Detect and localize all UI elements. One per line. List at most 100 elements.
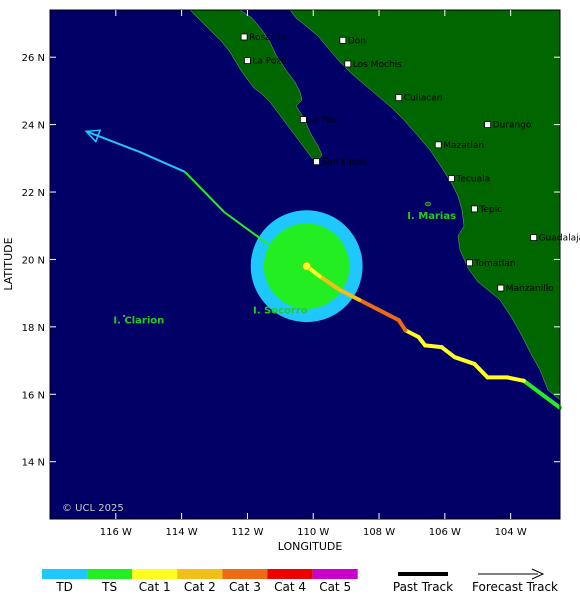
- city-square-icon: [471, 205, 478, 213]
- lat-tick-label: 18 N: [22, 323, 45, 334]
- storm-center-marker: [302, 261, 311, 271]
- city-marker: San Lucas: [313, 158, 368, 168]
- lon-tick-label: 106 W: [429, 527, 461, 538]
- city-marker: La Paz: [299, 116, 337, 126]
- past-track-legend: Past Track: [393, 572, 453, 594]
- city-square-icon: [313, 158, 320, 166]
- city-label: Los Mochis: [353, 60, 402, 70]
- lat-tick-label: 24 N: [22, 121, 45, 132]
- credit-text: © UCL 2025: [62, 503, 124, 514]
- past-track-segment: [521, 378, 562, 410]
- city-square-icon: [434, 141, 442, 149]
- legend-label: Cat 2: [184, 580, 216, 594]
- past-track-segment: [452, 355, 477, 366]
- city-label: Guadalajara: [539, 234, 580, 244]
- city-marker: Tecuala: [448, 175, 490, 185]
- city-label: Culiacan: [404, 94, 443, 104]
- forecast-track-segment: [269, 245, 308, 268]
- city-marker: Guadalajara: [530, 234, 580, 244]
- city-square-icon: [395, 94, 403, 102]
- y-axis-title: LATITUDE: [2, 237, 15, 290]
- forecast-track-segment: [223, 211, 272, 247]
- city-marker: Durango: [484, 121, 532, 131]
- city-square-icon: [530, 234, 538, 241]
- forecast-track-segment: [184, 171, 226, 213]
- city-marker: Culiacan: [395, 94, 443, 104]
- clarion-island-land: [123, 315, 125, 317]
- city-label: Mazatlan: [443, 141, 484, 151]
- x-axis-title: LONGITUDE: [278, 540, 343, 553]
- legend-swatch: [87, 569, 133, 579]
- past-track-segment: [396, 318, 408, 333]
- forecast-track-label: Forecast Track: [472, 580, 558, 594]
- city-label: Tecuala: [455, 175, 490, 185]
- forecast-arrow-head: [84, 129, 102, 143]
- city-square-icon: [344, 60, 352, 68]
- forecast-track-segment: [85, 130, 140, 153]
- city-square-icon: [466, 259, 473, 267]
- legend-swatch: [42, 569, 88, 579]
- lat-tick-label: 16 N: [22, 390, 45, 401]
- past-track-segment: [505, 375, 526, 383]
- city-label: San Lucas: [322, 158, 368, 168]
- city-square-icon: [244, 57, 251, 64]
- lon-tick-label: 104 W: [495, 527, 527, 538]
- city-marker: Mazatlan: [434, 141, 484, 151]
- lat-tick-label: 14 N: [22, 458, 45, 469]
- past-track-segment: [439, 345, 457, 360]
- past-track-label: Past Track: [393, 580, 453, 594]
- legend-swatch: [177, 569, 223, 579]
- city-marker: Los Mochis: [344, 60, 402, 70]
- city-square-icon: [240, 33, 248, 41]
- lat-tick-label: 26 N: [22, 53, 45, 64]
- city-label: Rosarito: [249, 33, 286, 43]
- island-label: I. Marias: [407, 211, 456, 222]
- city-square-icon: [497, 284, 505, 292]
- city-label: Tomatlan: [474, 259, 516, 269]
- city-marker: Manzanillo: [497, 284, 554, 294]
- lon-tick-label: 108 W: [363, 527, 395, 538]
- legend-swatch: [267, 569, 313, 579]
- past-track-segment: [403, 328, 421, 339]
- city-square-icon: [299, 116, 307, 123]
- legend-label: Cat 1: [139, 580, 171, 594]
- city-label: Manzanillo: [506, 284, 554, 294]
- legend-swatch: [132, 569, 178, 579]
- city-label: Durango: [493, 121, 532, 131]
- legend-label: Cat 5: [319, 580, 351, 594]
- lat-tick-label: 22 N: [22, 188, 45, 199]
- past-track-segment: [357, 297, 382, 313]
- city-marker: Tepic: [471, 205, 502, 215]
- legend: TD TS Cat 1 Cat 2 Cat 3 Cat 4 Cat 5: [42, 569, 358, 594]
- city-marker: Don: [339, 36, 366, 46]
- city-label: Tepic: [478, 205, 502, 215]
- city-square-icon: [339, 36, 347, 44]
- city-marker: Tomatlan: [466, 259, 516, 269]
- baja-california-land: [189, 10, 323, 161]
- storm-track-layer: [84, 129, 562, 410]
- legend-label: TD: [55, 580, 73, 594]
- cities-layer: Rosarito La Poza Don Los Mochis Culiacan La P…: [240, 33, 580, 294]
- past-track-segment: [423, 343, 444, 350]
- city-square-icon: [484, 121, 492, 129]
- city-label: Don: [348, 36, 366, 46]
- legend-label: TS: [101, 580, 117, 594]
- lat-tick-label: 20 N: [22, 255, 45, 266]
- past-track-segment: [317, 274, 342, 292]
- islands-layer: I. Marias I. Socorro I. Clarion: [113, 211, 456, 326]
- legend-swatch: [312, 569, 358, 579]
- plot-frame: [49, 9, 561, 520]
- lon-tick-label: 112 W: [231, 527, 263, 538]
- lon-tick-label: 114 W: [166, 527, 198, 538]
- legend-label: Cat 3: [229, 580, 261, 594]
- city-square-icon: [448, 175, 455, 182]
- city-marker: Rosarito: [240, 33, 286, 43]
- lon-tick-label: 116 W: [100, 527, 132, 538]
- marias-islands-land: [424, 201, 432, 207]
- legend-label: Cat 4: [274, 580, 306, 594]
- axis-ticks: 116 W 114 W 112 W 110 W 108 W 106 W 104 W 26 N 2…: [22, 10, 560, 538]
- city-label: La Paz: [308, 116, 337, 126]
- city-label: La Poza: [252, 57, 286, 67]
- past-track-segment: [377, 308, 401, 323]
